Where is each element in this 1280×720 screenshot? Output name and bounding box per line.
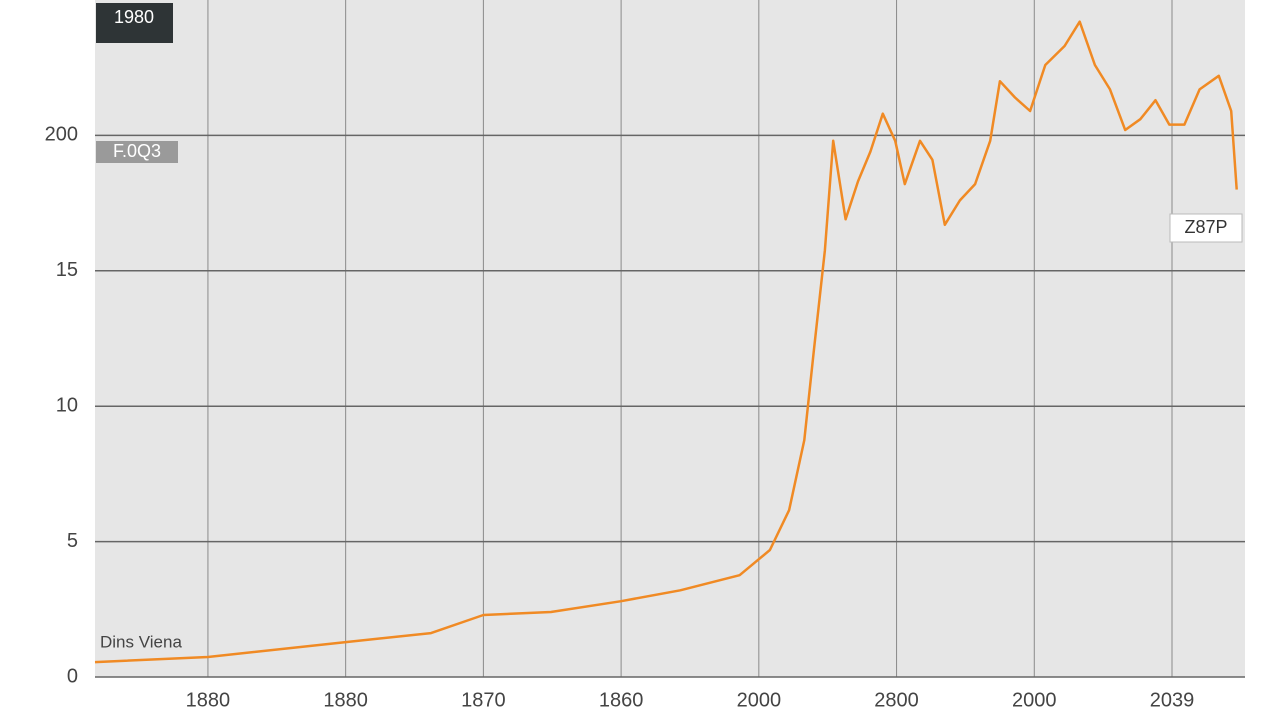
y-tick-label: 5 [67,530,78,552]
annotation-box [1169,213,1243,243]
x-tick-label: 1870 [461,689,506,711]
annotation-box [96,141,178,163]
plot-area [95,0,1245,677]
y-tick-label: 10 [56,394,78,416]
annotation: F.0Q3 [113,141,161,161]
annotation-box [96,3,173,43]
annotation: 1980 [114,7,154,27]
x-tick-label: 1860 [599,689,644,711]
line [94,20,1238,664]
x-tick-label: 2000 [737,689,782,711]
x-tick-label: 2039 [1150,689,1195,711]
y-tick-label: 200 [45,124,78,146]
x-tick-label: 2800 [874,689,919,711]
y-tick-label: 0 [67,665,78,687]
x-tick-label: 1880 [186,689,231,711]
x-tick-label: 1880 [323,689,368,711]
annotation: Dins Viena [100,632,182,651]
x-tick-label: 2000 [1012,689,1057,711]
annotation: Z87P [1184,217,1227,237]
y-tick-label: 15 [56,259,78,281]
